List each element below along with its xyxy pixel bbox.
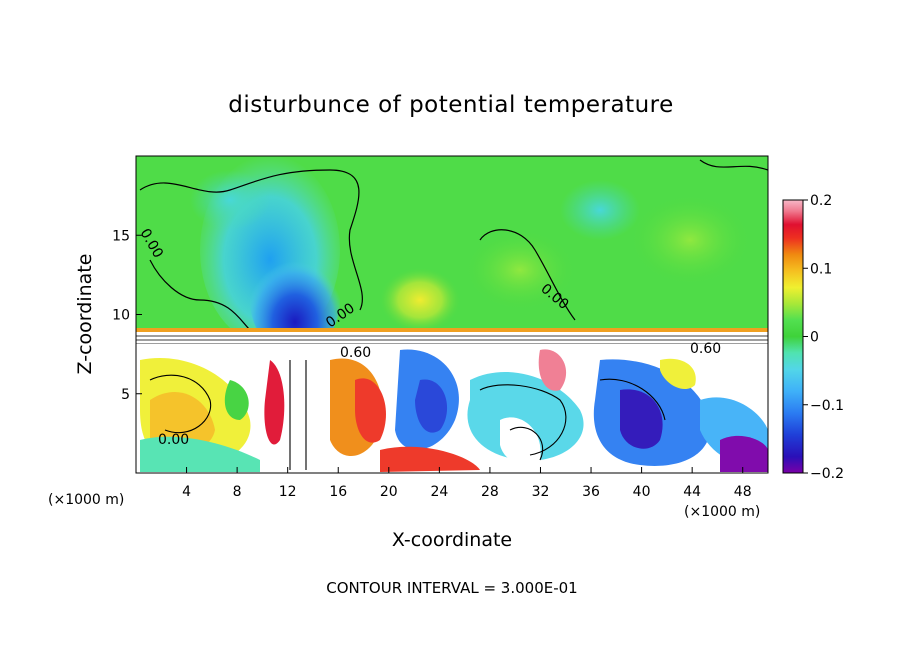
colorbar-tick-label-1: 0.1 (810, 261, 832, 277)
x-tick-label-9: 40 (633, 484, 651, 500)
blue-core (250, 245, 340, 355)
x-tick-label-11: 48 (734, 484, 752, 500)
x-tick-label-4: 20 (380, 484, 398, 500)
cyan-blob-2 (560, 180, 640, 240)
z-unit-label: (×1000 m) (48, 492, 124, 508)
x-tick-label-10: 44 (683, 484, 701, 500)
x-unit-label: (×1000 m) (684, 504, 760, 520)
upper-contour (139, 169, 363, 311)
colorbar-tick-label-0: 0.2 (810, 193, 832, 209)
lower-contours (149, 360, 666, 470)
chart-title: disturbunce of potential temperature (228, 92, 674, 118)
x-axis-label: X-coordinate (392, 529, 512, 551)
lightgreen-blob (465, 230, 575, 310)
colorbar-tick-label-2: 0 (810, 330, 819, 346)
orange-band (136, 328, 768, 332)
white-band (136, 332, 768, 344)
contour-label-6: 0.60 (340, 345, 371, 361)
lightgreen-blob-2 (630, 195, 750, 285)
contour-interval-note: CONTOUR INTERVAL = 3.000E-01 (326, 579, 577, 597)
colorbar-tick-label-4: −0.2 (810, 466, 844, 482)
colorbar-tick-label-3: −0.1 (810, 398, 844, 414)
yellow-blob (380, 268, 460, 332)
upper-contour-2 (149, 259, 251, 331)
y-tick-label-0: 5 (121, 387, 130, 403)
contour-label-1: 0.00 (158, 432, 189, 448)
x-tick-label-1: 8 (233, 484, 242, 500)
colorbar-ticks: 0.2 0.1 0 −0.1 −0.2 (803, 193, 844, 482)
x-tick-label-5: 24 (430, 484, 448, 500)
x-tick-label-0: 4 (182, 484, 191, 500)
x-tick-label-6: 28 (481, 484, 499, 500)
upper-contour-4 (699, 159, 768, 171)
cyan-blob (190, 170, 270, 230)
x-tick-label-3: 16 (329, 484, 347, 500)
y-tick-label-2: 15 (112, 228, 130, 244)
x-tick-label-2: 12 (279, 484, 297, 500)
contour-label-5: 0.60 (690, 341, 721, 357)
y-tick-label-1: 10 (112, 308, 130, 324)
y-axis-label: Z-coordinate (74, 254, 96, 375)
x-axis-ticks: 4 8 12 16 20 24 28 32 36 40 44 48 (182, 467, 752, 500)
upper-contour-3 (479, 229, 576, 321)
x-tick-label-7: 32 (532, 484, 550, 500)
heatmap-field (136, 156, 768, 473)
x-tick-label-8: 36 (582, 484, 600, 500)
colorbar (782, 199, 804, 474)
y-axis-ticks: 5 10 15 (112, 228, 142, 403)
